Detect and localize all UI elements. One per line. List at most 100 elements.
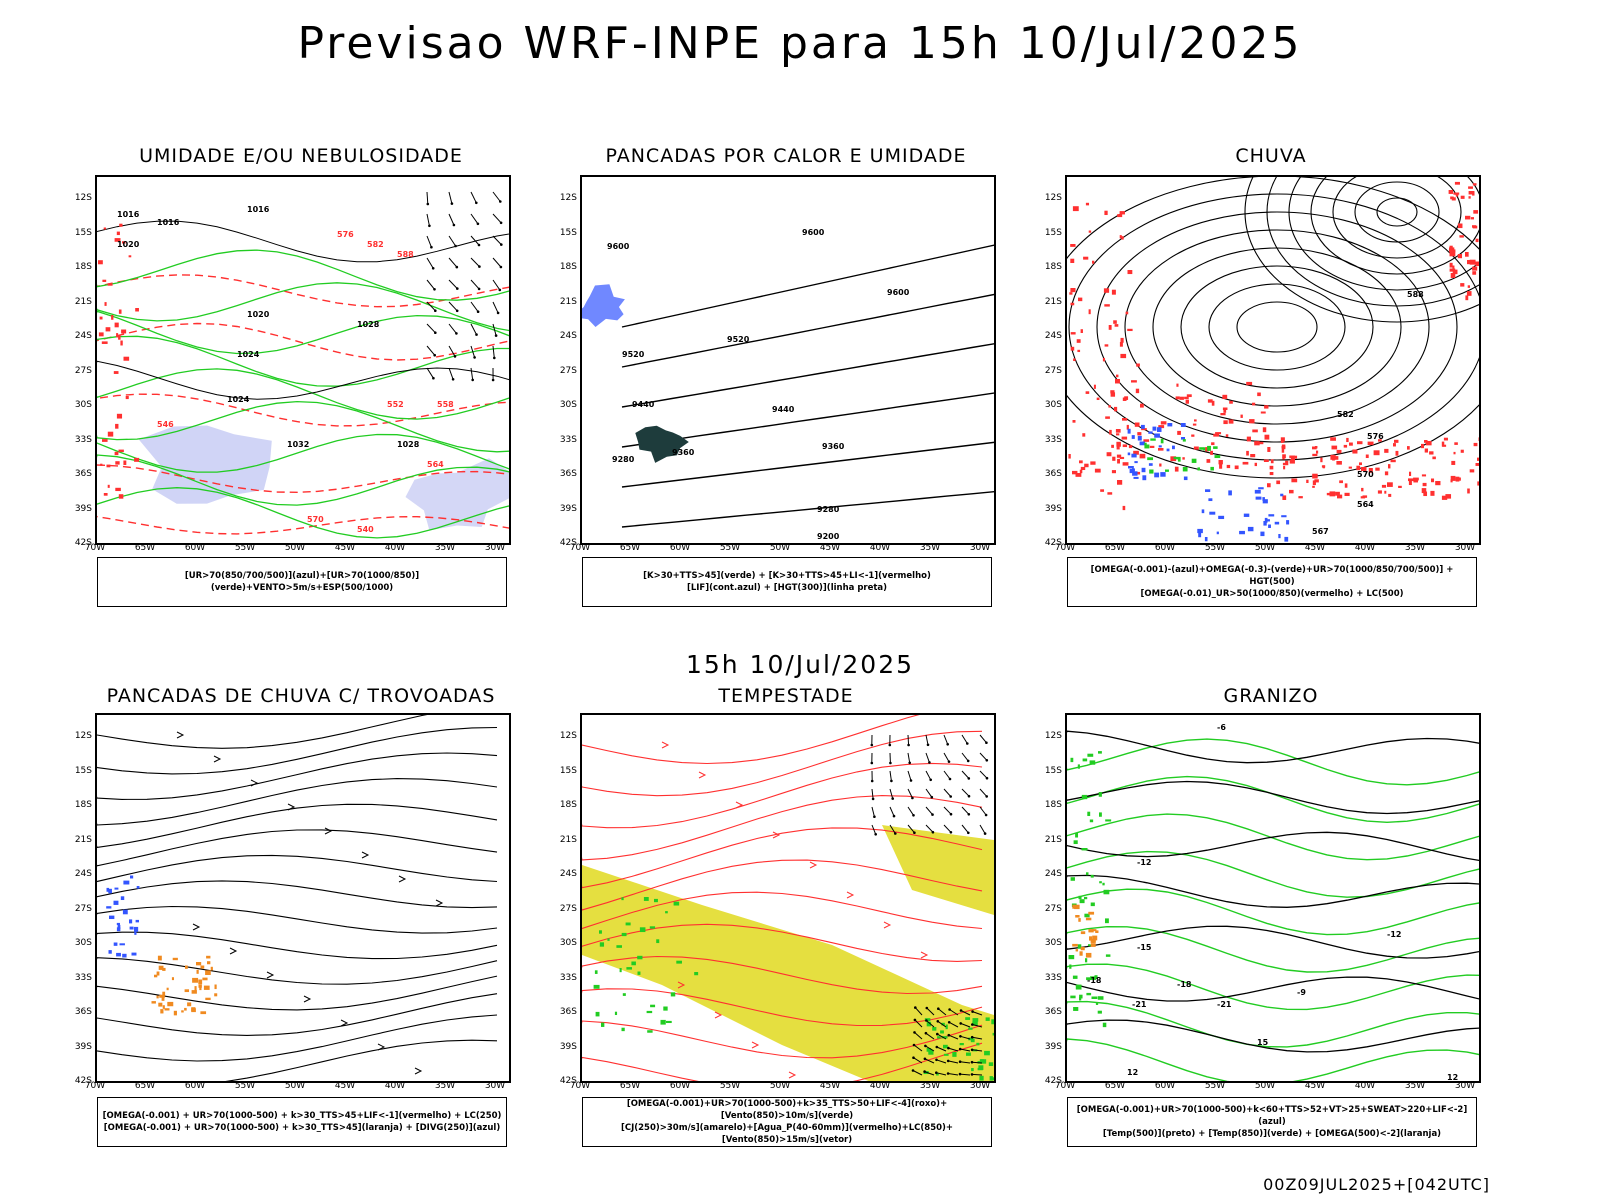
temp-850-detail bbox=[1079, 899, 1085, 904]
omega-area bbox=[1216, 531, 1219, 535]
wind-vector bbox=[448, 235, 457, 247]
wind-vector bbox=[972, 1036, 983, 1040]
moisture-dot bbox=[119, 223, 123, 227]
divergence-area bbox=[113, 900, 119, 905]
wind-vector bbox=[925, 752, 930, 763]
rain-area bbox=[1289, 489, 1294, 494]
contour-label: 1020 bbox=[117, 240, 140, 249]
wind-850-area bbox=[621, 1027, 625, 1032]
contour-label: 1016 bbox=[157, 218, 180, 227]
rain-area bbox=[1466, 291, 1472, 296]
contour-label: 564 bbox=[1357, 500, 1374, 509]
temp-850-detail bbox=[1070, 757, 1074, 763]
thunderstorm-area bbox=[166, 987, 169, 991]
streamline-850hpa-arrow bbox=[772, 831, 781, 839]
wind-vector bbox=[426, 279, 435, 290]
rain-area bbox=[1135, 388, 1140, 394]
rain-area bbox=[1465, 215, 1471, 220]
latitude-label: 18S bbox=[559, 800, 577, 810]
rain-area bbox=[1206, 459, 1211, 463]
latitude-label: 27S bbox=[1044, 365, 1062, 376]
rain-area bbox=[1125, 311, 1129, 315]
moisture-dot bbox=[115, 487, 121, 492]
rain-area bbox=[1298, 496, 1303, 499]
streamline-250hpa-arrow bbox=[213, 755, 222, 763]
temp-850-detail bbox=[1073, 1007, 1079, 1011]
streamline-850hpa-arrow bbox=[788, 1071, 797, 1079]
temp-850-detail bbox=[1105, 954, 1111, 957]
omega-area bbox=[1208, 498, 1213, 502]
rain-area bbox=[1234, 465, 1239, 470]
omega-500-area bbox=[1072, 904, 1075, 909]
wind-850-area bbox=[666, 1020, 672, 1024]
moisture-dot bbox=[103, 227, 107, 230]
streamline-250hpa bbox=[97, 880, 498, 909]
longitude-label: 60W bbox=[669, 543, 691, 553]
rain-area bbox=[1280, 437, 1285, 442]
wind-vector-head bbox=[454, 244, 457, 248]
omega-area bbox=[1278, 534, 1281, 539]
latitude-label: 36S bbox=[559, 469, 577, 479]
temp-850-detail bbox=[1086, 992, 1092, 996]
rain-area bbox=[1072, 470, 1078, 475]
rain-area bbox=[1117, 458, 1120, 464]
wind-vector bbox=[979, 734, 987, 744]
omega-area bbox=[1154, 472, 1160, 478]
wind-vector bbox=[913, 1057, 923, 1064]
wind-vector-head bbox=[907, 743, 910, 747]
divergence-area bbox=[122, 953, 127, 958]
divergence-area bbox=[129, 919, 133, 924]
wind-vector-head bbox=[451, 378, 455, 381]
omega-area bbox=[1201, 509, 1205, 514]
streamline-250hpa-arrow bbox=[361, 851, 370, 859]
temp-850-detail bbox=[1073, 840, 1078, 845]
low-humidity-contour bbox=[97, 433, 509, 473]
streamline-250hpa-arrow bbox=[250, 779, 259, 787]
streamline-850hpa bbox=[582, 1020, 983, 1059]
rain-area bbox=[1269, 465, 1274, 470]
rain-area bbox=[1455, 193, 1459, 197]
rain-area bbox=[1117, 214, 1123, 218]
streamline-850hpa-arrow bbox=[846, 891, 855, 899]
wind-vector-head bbox=[983, 832, 987, 835]
contour-label: 582 bbox=[367, 240, 384, 249]
contour-label: 9600 bbox=[887, 288, 910, 297]
wind-vector bbox=[889, 788, 894, 799]
latitude-label: 15S bbox=[74, 765, 92, 776]
wind-vector bbox=[943, 734, 949, 745]
wind-850-area bbox=[943, 1044, 948, 1049]
wind-vector-head bbox=[970, 1073, 974, 1076]
contour-label: -18 bbox=[1177, 980, 1192, 989]
wind-vector bbox=[936, 1072, 947, 1076]
wind-vector bbox=[943, 788, 952, 797]
rain-area bbox=[1421, 488, 1427, 494]
longitude-label: 45W bbox=[819, 543, 841, 553]
rain-area bbox=[1088, 309, 1091, 315]
temp-850-detail bbox=[1086, 872, 1089, 876]
moisture-dot bbox=[99, 316, 103, 320]
height-contour-500hpa bbox=[1310, 177, 1479, 275]
wind-vector bbox=[426, 191, 429, 205]
temp-850-detail bbox=[1068, 955, 1075, 960]
temp-850-detail bbox=[1091, 996, 1098, 1000]
latitude-label: 36S bbox=[559, 1007, 577, 1017]
rain-area bbox=[1454, 181, 1460, 185]
rain-area bbox=[1220, 413, 1226, 416]
latitude-label: 12S bbox=[1044, 731, 1062, 741]
wind-vector-head bbox=[894, 832, 897, 835]
rain-area bbox=[1449, 268, 1456, 272]
map-area: 1016 1016 1016 1020 1020 1024 1024 1028 1028 1032… bbox=[95, 175, 511, 545]
panel-title: GRANIZO bbox=[1223, 685, 1319, 707]
legend-line: [Temp(500)](preto) + [Temp(850)](verde) … bbox=[1102, 1129, 1442, 1139]
wind-850-area bbox=[924, 1018, 931, 1022]
temp-850-contour bbox=[1067, 850, 1479, 898]
rain-area bbox=[1137, 432, 1142, 436]
rain-area bbox=[1269, 472, 1274, 476]
rain-area bbox=[1331, 445, 1338, 450]
longitude-label: 70W bbox=[569, 543, 591, 553]
temp-850-detail bbox=[1099, 812, 1102, 817]
thunderstorm-area bbox=[205, 997, 211, 1001]
contour-label: 9280 bbox=[817, 505, 840, 514]
latitude-label: 27S bbox=[559, 903, 577, 914]
rain-area bbox=[1225, 434, 1229, 437]
